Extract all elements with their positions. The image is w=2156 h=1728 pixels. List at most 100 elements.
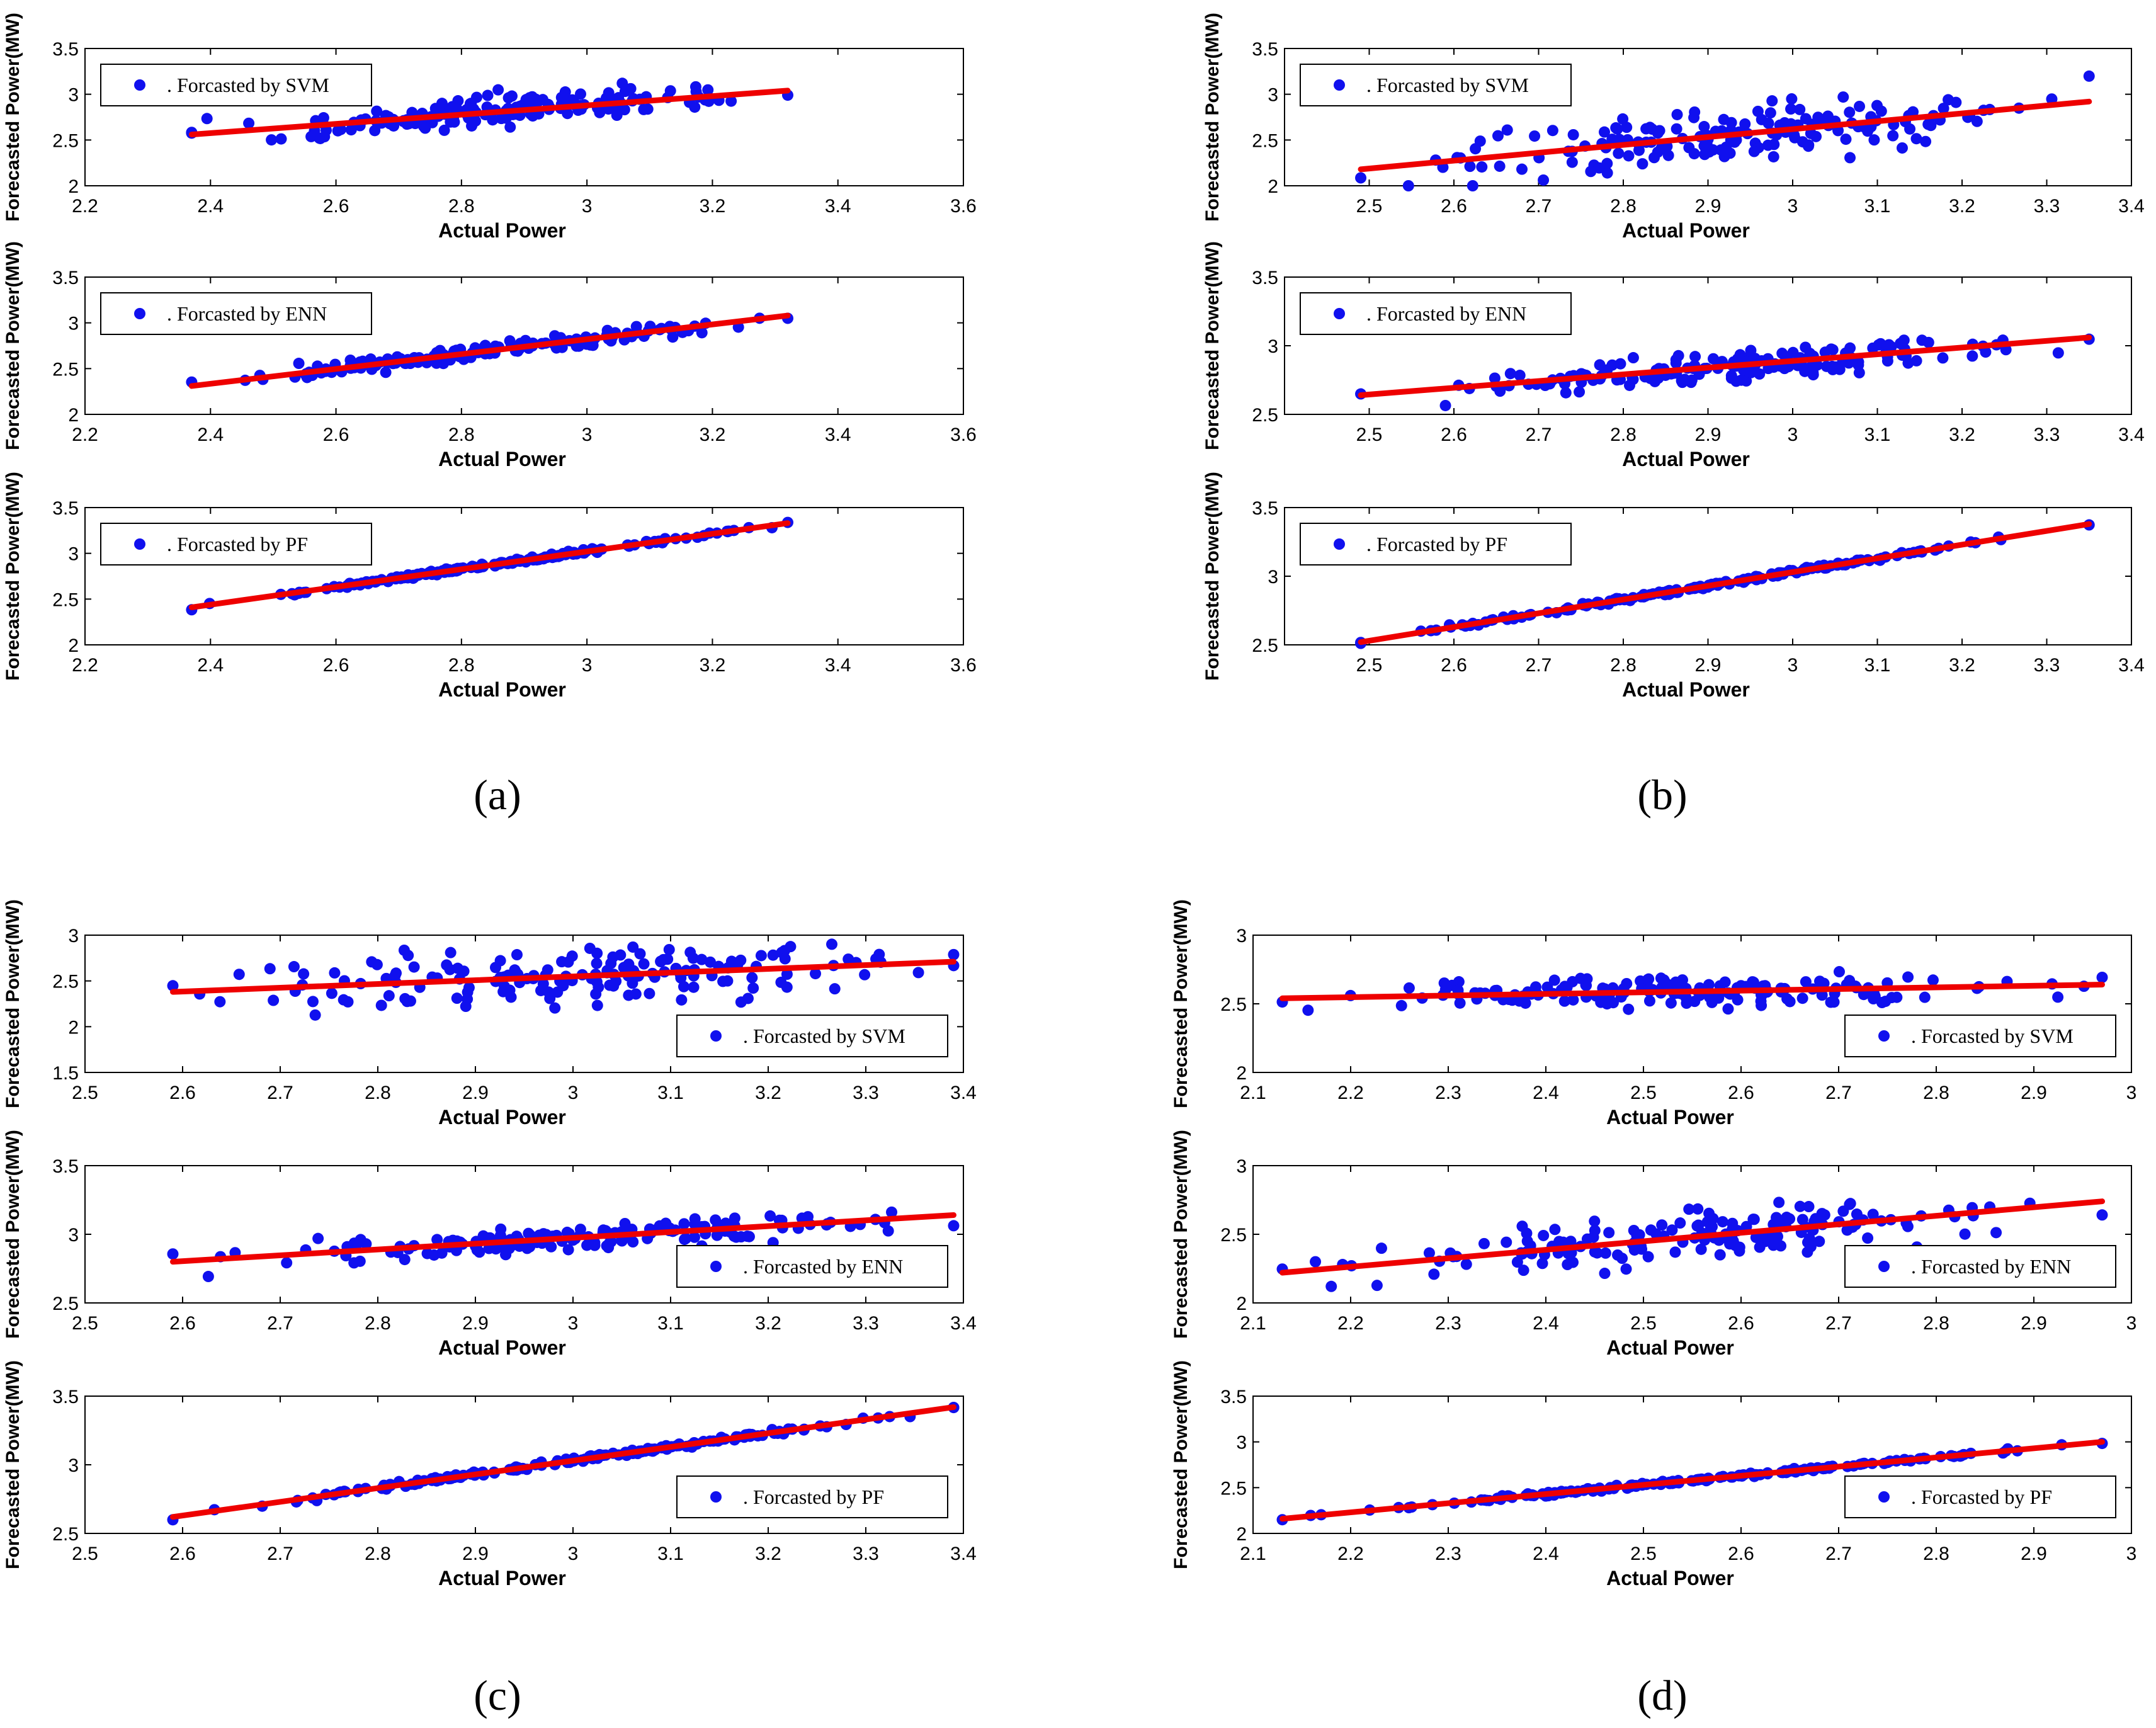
x-tick-label: 3.1 [657,1083,684,1103]
data-point [1764,107,1776,119]
legend-box [676,1015,948,1057]
data-point [2096,1209,2108,1221]
x-tick-label: 2.5 [1630,1313,1657,1334]
data-point [705,956,717,968]
data-point [264,963,276,975]
subplot-c-3: 2.5 2.6 2.7 2.8 2.9 3 3.1 3.2 3.3 3.4 2.5 3 3.5 Actua… [3,1360,977,1589]
fit-line [1279,981,2105,1001]
x-tick-label: 2.5 [1356,655,1383,676]
data-point [1666,1224,1678,1236]
data-point [1467,180,1478,191]
y-tick-label: 2.5 [1252,405,1278,426]
data-point [785,941,797,953]
data-point [829,983,841,995]
data-point [1767,151,1779,162]
legend-label: . Forcasted by PF [1366,533,1507,555]
data-point [465,98,477,110]
data-point [1464,161,1476,173]
axes-box [84,507,964,645]
data-point [1752,105,1764,117]
data-point [1669,1246,1681,1258]
y-axis-label: Forecasted Power(MW) [3,472,23,681]
data-point [1925,120,1937,132]
data-point [767,949,779,961]
legend-label: . Forcasted by ENN [1911,1255,2071,1278]
legend-box [1300,64,1572,106]
data-point [1423,1247,1435,1259]
x-tick-label: 2.7 [1526,196,1552,217]
x-tick-label: 2.6 [1441,196,1467,217]
subplot-a-1: 2.2 2.4 2.6 2.8 3 3.2 3.4 3.6 2 2.5 3 3.5 Actual Pow… [3,13,977,242]
data-point [1910,133,1922,145]
data-point [1787,346,1799,358]
x-tick-label: 3.2 [700,424,726,445]
subplot-b-3: 2.5 2.6 2.7 2.8 2.9 3 3.1 3.2 3.3 3.4 2.5 3 3.5 Actua… [1202,472,2145,701]
data-point [1698,121,1710,133]
data-point [1896,142,1908,154]
legend-box [676,1475,948,1518]
data-point [1548,974,1560,986]
y-tick-label: 3.5 [1220,1387,1247,1407]
x-tick-label: 3.4 [825,655,851,676]
data-point [638,958,650,970]
data-point [1606,134,1618,145]
x-tick-label: 2.2 [72,196,98,217]
data-point [1546,125,1558,137]
x-tick-label: 3.2 [755,1083,781,1103]
fit-line [188,520,791,610]
data-point [1801,1236,1813,1248]
data-point [463,982,475,994]
data-point [428,1249,440,1261]
legend-box [100,523,372,566]
x-tick-label: 2.6 [323,196,349,217]
data-point [1862,1232,1874,1244]
x-tick-label: 3.3 [853,1083,879,1103]
data-point [743,1231,755,1242]
data-point [696,953,708,965]
data-point [1871,99,1883,111]
data-point [1478,1237,1490,1249]
data-point [1750,1231,1762,1243]
x-tick-label: 3 [2126,1543,2137,1564]
y-tick-label: 2.5 [52,1524,79,1545]
legend: . Forcasted by ENN [676,1245,948,1288]
x-tick-label: 2.5 [72,1543,98,1564]
y-tick-label: 2.5 [1220,1225,1247,1246]
data-point [354,1255,366,1267]
data-point [1937,352,1949,364]
y-axis-label: Forecasted Power(MW) [1202,472,1223,681]
y-axis-label: Forecasted Power(MW) [3,1360,23,1569]
data-point [755,950,767,962]
x-tick-label: 2.4 [1533,1543,1559,1564]
legend-marker [1878,1261,1890,1272]
data-point [307,996,319,1008]
data-point [1695,1243,1707,1255]
data-point [574,1224,586,1236]
data-point [589,1239,601,1251]
data-point [1891,991,1903,1003]
data-point [1599,1247,1611,1259]
data-point [431,1234,443,1246]
y-tick-label: 3 [1236,926,1247,946]
data-point [1725,372,1737,384]
y-tick-label: 2 [68,1017,79,1038]
data-point [1562,1259,1574,1271]
y-axis-label: Forecasted Power(MW) [1202,13,1223,222]
data-point [1529,130,1541,142]
data-point [1506,994,1518,1006]
data-point [1722,1003,1734,1015]
x-tick-label: 3.2 [1949,424,1975,445]
y-tick-label: 3.5 [52,268,79,288]
data-point [1595,996,1607,1008]
x-tick-label: 2.8 [448,655,475,676]
y-tick-label: 3.5 [52,1387,79,1407]
data-point [1920,135,1932,147]
y-tick-label: 3.5 [52,498,79,519]
data-point [1601,167,1613,179]
data-point [1807,369,1819,381]
data-point [408,961,420,973]
legend-box [100,292,372,335]
data-point [1567,975,1579,987]
data-point [1990,1227,2002,1239]
y-tick-label: 3.5 [1252,268,1278,288]
